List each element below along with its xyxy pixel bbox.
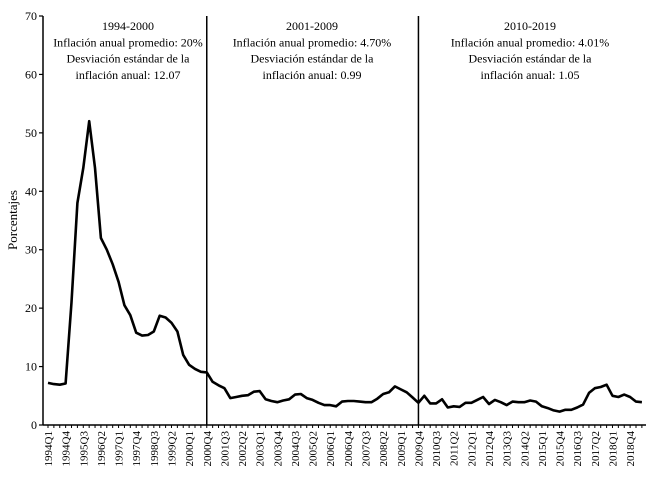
period-annotation-line: Desviación estándar de la xyxy=(251,52,375,66)
period-annotation-line: inflación anual: 1.05 xyxy=(481,68,580,82)
y-axis-label: Porcentajes xyxy=(5,190,20,250)
x-tick-label: 2013Q3 xyxy=(502,431,514,467)
x-tick-label: 2017Q2 xyxy=(590,431,602,466)
x-tick-label: 1994Q4 xyxy=(61,431,73,467)
y-tick-label: 20 xyxy=(25,301,37,315)
x-tick-label: 2018Q4 xyxy=(625,431,637,467)
x-tick-label: 1994Q1 xyxy=(43,431,55,466)
x-tick-label: 2002Q2 xyxy=(237,431,249,466)
y-tick-label: 60 xyxy=(25,67,37,81)
x-tick-label: 2003Q1 xyxy=(255,431,267,466)
period-annotation-line: Inflación anual promedio: 4.01% xyxy=(451,35,610,49)
period-annotation-line: 2001-2009 xyxy=(286,19,338,33)
x-tick-label: 2005Q2 xyxy=(308,431,320,466)
period-annotation-line: 2010-2019 xyxy=(504,19,556,33)
period-annotation-line: inflación anual: 12.07 xyxy=(76,68,181,82)
x-tick-label: 2008Q2 xyxy=(378,431,390,466)
period-annotation-line: Inflación anual promedio: 4.70% xyxy=(233,35,392,49)
x-tick-label: 2003Q4 xyxy=(272,431,284,467)
x-tick-label: 2009Q1 xyxy=(396,431,408,466)
y-tick-label: 10 xyxy=(25,360,37,374)
y-tick-label: 0 xyxy=(31,418,37,432)
x-tick-label: 2006Q1 xyxy=(325,431,337,466)
y-tick-label: 70 xyxy=(25,9,37,23)
period-annotation-line: inflación anual: 0.99 xyxy=(263,68,362,82)
x-tick-label: 1997Q1 xyxy=(114,431,126,466)
x-tick-label: 1996Q2 xyxy=(96,431,108,466)
x-tick-label: 2014Q2 xyxy=(519,431,531,466)
x-tick-label: 2007Q3 xyxy=(361,431,373,467)
inflation-series-line xyxy=(47,119,643,413)
x-tick-label: 2015Q4 xyxy=(555,431,567,467)
period-annotation-line: Desviación estándar de la xyxy=(469,52,593,66)
y-tick-label: 50 xyxy=(25,126,37,140)
x-tick-label: 2001Q3 xyxy=(219,431,231,467)
x-tick-label: 2000Q1 xyxy=(184,431,196,466)
x-tick-label: 2010Q3 xyxy=(431,431,443,467)
y-tick-label: 30 xyxy=(25,243,37,257)
x-tick-label: 1995Q3 xyxy=(78,431,90,467)
period-annotation-line: Inflación anual promedio: 20% xyxy=(53,35,203,49)
period-annotation-line: Desviación estándar de la xyxy=(67,52,191,66)
period-annotation-line: 1994-2000 xyxy=(102,19,154,33)
x-tick-label: 2006Q4 xyxy=(343,431,355,467)
x-tick-label: 2016Q3 xyxy=(572,431,584,467)
x-tick-label: 2011Q2 xyxy=(449,431,461,466)
x-tick-label: 2000Q4 xyxy=(202,431,214,467)
x-tick-label: 2009Q4 xyxy=(413,431,425,467)
x-tick-label: 1999Q2 xyxy=(166,431,178,466)
x-tick-label: 2018Q1 xyxy=(607,431,619,466)
x-tick-label: 2012Q1 xyxy=(466,431,478,466)
x-tick-label: 2004Q3 xyxy=(290,431,302,467)
y-tick-label: 40 xyxy=(25,184,37,198)
x-tick-label: 2015Q1 xyxy=(537,431,549,466)
x-tick-label: 2012Q4 xyxy=(484,431,496,467)
x-tick-label: 1997Q4 xyxy=(131,431,143,467)
x-tick-label: 1998Q3 xyxy=(149,431,161,467)
